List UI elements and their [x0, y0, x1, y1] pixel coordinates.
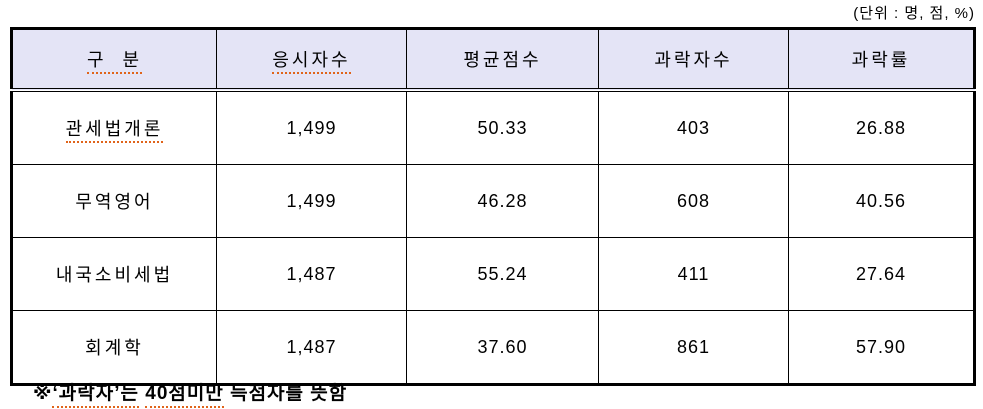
applicants-value: 1,499	[286, 190, 337, 211]
fail-count-value: 411	[677, 263, 710, 284]
fail-rate-cell: 26.88	[788, 89, 975, 165]
applicants-value: 1,499	[286, 117, 337, 138]
header-cell-fail-rate: 과락률	[788, 28, 975, 92]
applicants-value: 1,487	[286, 336, 337, 357]
unit-annotation: (단위 : 명, 점, %)	[853, 5, 975, 22]
fail-rate-cell: 27.64	[788, 237, 975, 311]
header-label-fail-count: 과락자수	[654, 50, 733, 70]
table-row: 회계학 1,487 37.60 861 57.90	[11, 310, 975, 385]
header-label-fail-rate: 과락률	[851, 50, 911, 70]
avg-score-cell: 50.33	[406, 89, 599, 165]
header-cell-applicants: 응시자수	[216, 28, 407, 92]
table-header-row: 구 분 응시자수 평균점수 과락자수 과락률	[11, 28, 975, 92]
avg-score-value: 37.60	[477, 336, 528, 357]
applicants-cell: 1,499	[216, 89, 407, 165]
fail-count-cell: 608	[598, 164, 789, 238]
fail-rate-value: 26.88	[855, 117, 907, 138]
fail-count-value: 403	[676, 117, 711, 138]
applicants-cell: 1,499	[216, 164, 407, 238]
footnote-threshold: 40점미만	[145, 383, 224, 408]
header-label-applicants: 응시자수	[272, 50, 351, 74]
subject-cell: 회계학	[11, 310, 217, 385]
header-cell-fail-count: 과락자수	[598, 28, 789, 92]
applicants-value: 1,487	[286, 263, 337, 284]
header-cell-avg-score: 평균점수	[406, 28, 599, 92]
subject-label: 내국소비세법	[55, 265, 174, 285]
fail-rate-value: 57.90	[855, 336, 907, 357]
table-row: 무역영어 1,499 46.28 608 40.56	[11, 164, 975, 238]
footnote-quoted-term: ‘과락자’는	[52, 383, 139, 408]
subject-label: 관세법개론	[65, 119, 164, 143]
exam-stats-table: 구 분 응시자수 평균점수 과락자수 과락률 관세법개론 1,499 50.33…	[10, 27, 976, 386]
avg-score-cell: 37.60	[406, 310, 599, 385]
fail-rate-value: 40.56	[855, 190, 907, 211]
fail-count-value: 608	[676, 190, 711, 211]
footnote: ※‘과락자’는 40점미만 득점자를 뜻함	[33, 378, 348, 408]
header-cell-category: 구 분	[11, 28, 217, 92]
fail-count-cell: 411	[598, 237, 789, 311]
subject-cell: 관세법개론	[11, 89, 217, 165]
avg-score-value: 55.24	[477, 263, 528, 284]
avg-score-value: 46.28	[477, 190, 528, 211]
table-row: 내국소비세법 1,487 55.24 411 27.64	[11, 237, 975, 311]
footnote-marker: ※	[33, 383, 53, 404]
fail-rate-value: 27.64	[855, 263, 907, 284]
fail-rate-cell: 57.90	[788, 310, 975, 385]
fail-rate-cell: 40.56	[788, 164, 975, 238]
footnote-rest: 득점자를 뜻함	[223, 383, 348, 404]
subject-cell: 무역영어	[11, 164, 217, 238]
subject-label: 회계학	[85, 338, 144, 358]
header-label-avg-score: 평균점수	[463, 50, 542, 70]
header-label-category: 구 분	[86, 50, 143, 74]
fail-count-cell: 403	[598, 89, 789, 165]
avg-score-cell: 46.28	[406, 164, 599, 238]
avg-score-cell: 55.24	[406, 237, 599, 311]
table-row: 관세법개론 1,499 50.33 403 26.88	[11, 89, 975, 165]
applicants-cell: 1,487	[216, 310, 407, 385]
fail-count-cell: 861	[598, 310, 789, 385]
subject-cell: 내국소비세법	[11, 237, 217, 311]
fail-count-value: 861	[676, 336, 711, 357]
subject-label: 무역영어	[75, 192, 154, 212]
applicants-cell: 1,487	[216, 237, 407, 311]
avg-score-value: 50.33	[477, 117, 528, 138]
